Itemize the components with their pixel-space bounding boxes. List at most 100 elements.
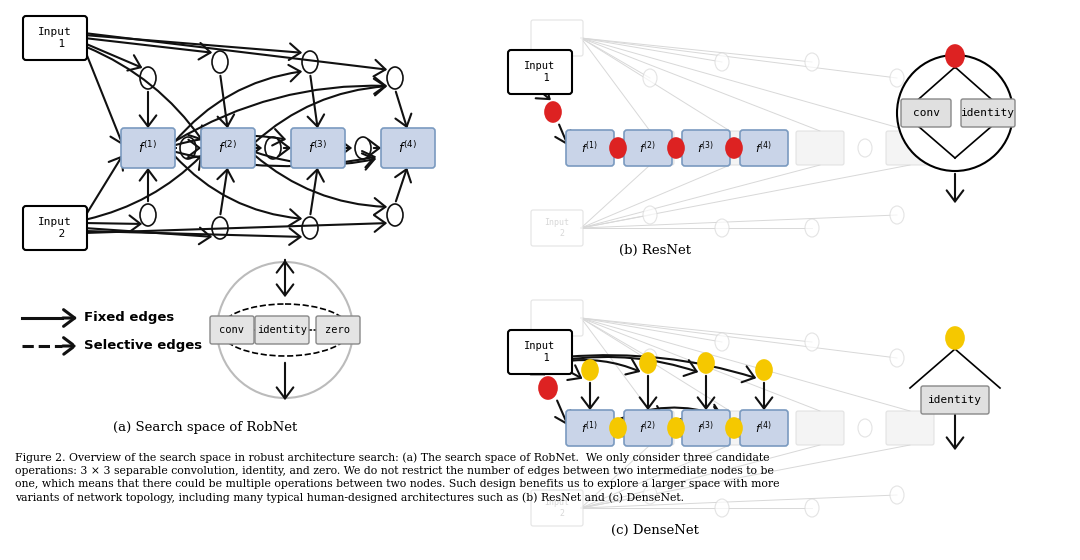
- Circle shape: [897, 55, 1013, 171]
- Ellipse shape: [683, 139, 697, 157]
- Text: Figure 2. Overview of the search space in robust architecture search: (a) The se: Figure 2. Overview of the search space i…: [15, 452, 780, 503]
- FancyBboxPatch shape: [740, 410, 788, 446]
- Text: $f^{(3)}$: $f^{(3)}$: [698, 419, 715, 436]
- Text: $f^{(4)}$: $f^{(4)}$: [756, 139, 772, 156]
- Text: (c) DenseNet: (c) DenseNet: [611, 524, 699, 536]
- FancyBboxPatch shape: [624, 130, 672, 166]
- Text: (a) Search space of RobNet: (a) Search space of RobNet: [113, 422, 297, 435]
- FancyBboxPatch shape: [23, 206, 87, 250]
- Text: conv: conv: [219, 325, 244, 335]
- Text: (b) ResNet: (b) ResNet: [619, 244, 691, 256]
- Text: identity: identity: [961, 108, 1015, 118]
- Text: $f^{(1)}$: $f^{(1)}$: [581, 419, 598, 436]
- Text: $f^{(1)}$: $f^{(1)}$: [138, 140, 158, 156]
- FancyBboxPatch shape: [531, 20, 583, 56]
- FancyBboxPatch shape: [255, 316, 309, 344]
- FancyBboxPatch shape: [531, 210, 583, 246]
- Ellipse shape: [610, 138, 626, 158]
- Ellipse shape: [140, 67, 156, 89]
- Ellipse shape: [715, 53, 729, 71]
- FancyBboxPatch shape: [624, 410, 672, 446]
- Ellipse shape: [265, 137, 281, 159]
- Ellipse shape: [715, 499, 729, 517]
- Ellipse shape: [858, 139, 872, 157]
- Ellipse shape: [643, 349, 657, 367]
- Text: zero: zero: [325, 325, 351, 335]
- Ellipse shape: [805, 219, 819, 237]
- FancyBboxPatch shape: [316, 316, 360, 344]
- FancyBboxPatch shape: [23, 16, 87, 60]
- Ellipse shape: [302, 51, 318, 73]
- FancyBboxPatch shape: [886, 411, 934, 445]
- FancyBboxPatch shape: [886, 131, 934, 165]
- FancyBboxPatch shape: [901, 99, 951, 127]
- Ellipse shape: [545, 102, 561, 122]
- FancyBboxPatch shape: [961, 99, 1015, 127]
- FancyBboxPatch shape: [681, 410, 730, 446]
- Ellipse shape: [890, 486, 904, 504]
- Text: $f^{(2)}$: $f^{(2)}$: [218, 140, 238, 156]
- FancyBboxPatch shape: [210, 316, 254, 344]
- Ellipse shape: [768, 139, 782, 157]
- Ellipse shape: [683, 419, 697, 437]
- Ellipse shape: [858, 419, 872, 437]
- Ellipse shape: [715, 333, 729, 351]
- FancyBboxPatch shape: [201, 128, 255, 168]
- Ellipse shape: [180, 137, 195, 159]
- Text: $f^{(4)}$: $f^{(4)}$: [756, 419, 772, 436]
- Text: $f^{(4)}$: $f^{(4)}$: [399, 140, 418, 156]
- Text: $f^{(1)}$: $f^{(1)}$: [581, 139, 598, 156]
- Ellipse shape: [715, 219, 729, 237]
- Ellipse shape: [756, 360, 772, 380]
- Text: Input
  2: Input 2: [544, 218, 569, 237]
- Ellipse shape: [946, 45, 964, 67]
- Ellipse shape: [140, 204, 156, 226]
- Ellipse shape: [212, 217, 228, 239]
- Ellipse shape: [582, 360, 598, 380]
- Ellipse shape: [890, 206, 904, 224]
- FancyBboxPatch shape: [921, 386, 989, 414]
- Ellipse shape: [805, 499, 819, 517]
- Ellipse shape: [387, 67, 403, 89]
- Text: Fixed edges: Fixed edges: [84, 311, 174, 324]
- Text: $f^{(3)}$: $f^{(3)}$: [309, 140, 327, 156]
- FancyBboxPatch shape: [291, 128, 345, 168]
- FancyBboxPatch shape: [121, 128, 175, 168]
- Ellipse shape: [669, 138, 684, 158]
- Ellipse shape: [212, 51, 228, 73]
- FancyBboxPatch shape: [566, 410, 615, 446]
- FancyBboxPatch shape: [626, 411, 674, 445]
- FancyBboxPatch shape: [508, 50, 572, 94]
- Text: $f^{(2)}$: $f^{(2)}$: [639, 139, 657, 156]
- FancyBboxPatch shape: [796, 131, 843, 165]
- Ellipse shape: [643, 69, 657, 87]
- Ellipse shape: [726, 138, 742, 158]
- Ellipse shape: [726, 418, 742, 438]
- FancyBboxPatch shape: [508, 330, 572, 374]
- FancyBboxPatch shape: [626, 131, 674, 165]
- Text: Input
  1: Input 1: [38, 27, 72, 49]
- Ellipse shape: [698, 353, 714, 373]
- Ellipse shape: [890, 69, 904, 87]
- Text: $f^{(3)}$: $f^{(3)}$: [698, 139, 715, 156]
- Ellipse shape: [946, 327, 964, 349]
- Ellipse shape: [805, 333, 819, 351]
- FancyBboxPatch shape: [566, 130, 615, 166]
- Ellipse shape: [768, 419, 782, 437]
- Ellipse shape: [355, 137, 372, 159]
- Circle shape: [217, 262, 353, 398]
- Text: Input
  2: Input 2: [544, 498, 569, 517]
- Ellipse shape: [890, 349, 904, 367]
- Ellipse shape: [805, 53, 819, 71]
- FancyBboxPatch shape: [531, 490, 583, 526]
- Ellipse shape: [643, 486, 657, 504]
- Text: Input
  1: Input 1: [525, 61, 555, 83]
- FancyBboxPatch shape: [740, 130, 788, 166]
- Ellipse shape: [610, 418, 626, 438]
- Ellipse shape: [640, 353, 656, 373]
- FancyBboxPatch shape: [531, 300, 583, 336]
- Ellipse shape: [669, 418, 684, 438]
- Ellipse shape: [643, 206, 657, 224]
- Text: Input
  2: Input 2: [38, 217, 72, 239]
- FancyBboxPatch shape: [796, 411, 843, 445]
